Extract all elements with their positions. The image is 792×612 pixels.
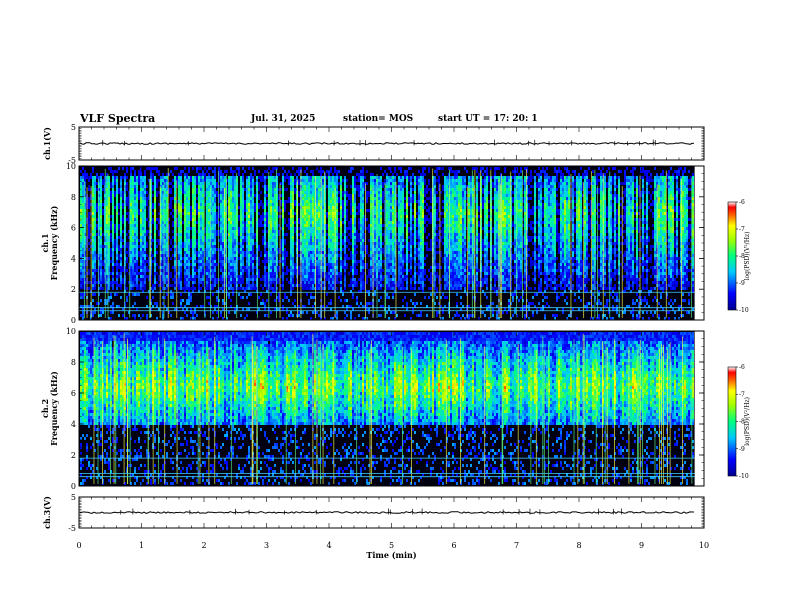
x-tick-label: 8 bbox=[576, 541, 581, 550]
colorbar-scale bbox=[728, 202, 736, 310]
panel-1: ch.1(V) 5-5 bbox=[42, 123, 704, 165]
x-tick-label: 6 bbox=[451, 541, 456, 550]
y-tick-label: 6 bbox=[71, 224, 76, 233]
y-axis-label: ch.3(V) bbox=[42, 496, 52, 529]
x-tick-label: 9 bbox=[639, 541, 644, 550]
y-tick-label: 10 bbox=[66, 162, 76, 171]
waveform-line bbox=[80, 512, 694, 514]
y-axis-label: Frequency (kHz) bbox=[49, 371, 59, 446]
x-tick-label: 3 bbox=[264, 541, 269, 550]
y-tick-label: -5 bbox=[68, 524, 76, 533]
colorbar-tick-label: -6 bbox=[739, 199, 745, 206]
y-tick-label: 0 bbox=[71, 316, 76, 325]
y-tick-label: 2 bbox=[71, 285, 76, 294]
waveform-line bbox=[80, 143, 694, 145]
x-tick-label: 2 bbox=[201, 541, 206, 550]
colorbar-tick-label: -6 bbox=[739, 364, 745, 371]
colorbar-tick-label: -10 bbox=[739, 473, 749, 480]
y-axis-label: Frequency (kHz) bbox=[49, 205, 59, 280]
y-axis-label: ch.1(V) bbox=[42, 127, 52, 160]
y-tick-label: 8 bbox=[71, 358, 76, 367]
colorbar-scale bbox=[728, 367, 736, 476]
x-tick-label: 10 bbox=[699, 541, 709, 550]
x-axis-label: Time (min) bbox=[366, 550, 416, 560]
y-tick-label: 4 bbox=[71, 420, 76, 429]
colorbar-label: log(PSD)(V²/Hz) bbox=[744, 397, 751, 446]
panel-4: ch.3(V) 5 -5 bbox=[42, 493, 704, 533]
y-tick-label: 5 bbox=[71, 493, 76, 502]
y-tick-label: 0 bbox=[71, 482, 76, 491]
colorbar-label: log(PSD)(V²/Hz) bbox=[744, 232, 751, 281]
y-tick-label: 8 bbox=[71, 193, 76, 202]
y-tick-label: 6 bbox=[71, 389, 76, 398]
y-tick-label: 4 bbox=[71, 254, 76, 263]
y-tick-label: 2 bbox=[71, 451, 76, 460]
x-tick-label: 1 bbox=[139, 541, 144, 550]
colorbar-tick-label: -10 bbox=[739, 307, 749, 314]
y-tick-label: 10 bbox=[66, 327, 76, 336]
x-tick-label: 0 bbox=[76, 541, 81, 550]
x-tick-label: 5 bbox=[389, 541, 394, 550]
x-tick-label: 4 bbox=[326, 541, 331, 550]
x-tick-label: 7 bbox=[514, 541, 519, 550]
y-tick-label: 5 bbox=[71, 123, 76, 132]
